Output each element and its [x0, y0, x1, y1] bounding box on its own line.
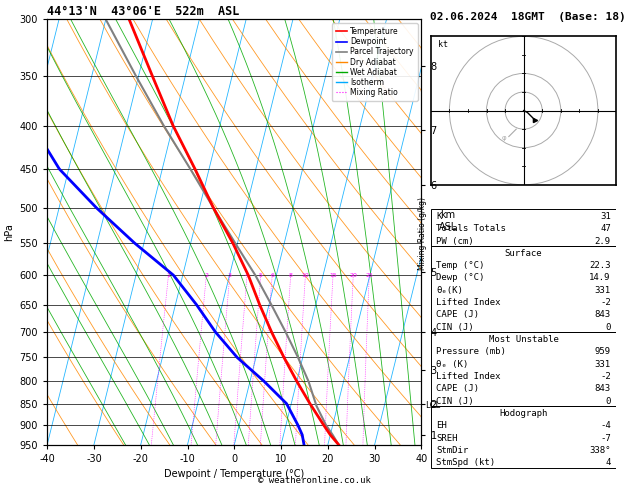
Text: Totals Totals: Totals Totals: [437, 224, 506, 233]
Text: 47: 47: [600, 224, 611, 233]
Text: 02.06.2024  18GMT  (Base: 18): 02.06.2024 18GMT (Base: 18): [430, 12, 625, 22]
Text: kt: kt: [438, 40, 448, 50]
Text: 3: 3: [228, 273, 232, 278]
Text: 4: 4: [606, 458, 611, 467]
Text: Lifted Index: Lifted Index: [437, 372, 501, 381]
Text: 6: 6: [270, 273, 274, 278]
Text: 44°13'N  43°06'E  522m  ASL: 44°13'N 43°06'E 522m ASL: [47, 5, 240, 18]
Text: Most Unstable: Most Unstable: [489, 335, 559, 344]
Text: θₑ(K): θₑ(K): [437, 286, 464, 295]
Text: φ: φ: [501, 135, 506, 141]
Text: LCL: LCL: [426, 401, 441, 410]
Text: CAPE (J): CAPE (J): [437, 384, 479, 393]
Text: PW (cm): PW (cm): [437, 237, 474, 245]
Text: Lifted Index: Lifted Index: [437, 298, 501, 307]
Text: -7: -7: [600, 434, 611, 443]
Legend: Temperature, Dewpoint, Parcel Trajectory, Dry Adiabat, Wet Adiabat, Isotherm, Mi: Temperature, Dewpoint, Parcel Trajectory…: [332, 23, 418, 101]
Bar: [431, 406, 616, 468]
Text: Mixing Ratio (g/kg): Mixing Ratio (g/kg): [418, 197, 427, 270]
Text: 331: 331: [595, 360, 611, 369]
Text: StmDir: StmDir: [437, 446, 469, 455]
Text: 5: 5: [259, 273, 263, 278]
Text: CIN (J): CIN (J): [437, 323, 474, 332]
Y-axis label: hPa: hPa: [4, 223, 14, 241]
Text: 0: 0: [606, 323, 611, 332]
Bar: [431, 332, 616, 406]
Text: Dewp (°C): Dewp (°C): [437, 274, 485, 282]
Y-axis label: km
ASL: km ASL: [438, 210, 457, 232]
Text: 22.3: 22.3: [589, 261, 611, 270]
Text: -2: -2: [600, 298, 611, 307]
Text: Surface: Surface: [505, 249, 542, 258]
Bar: [431, 246, 616, 332]
Text: StmSpd (kt): StmSpd (kt): [437, 458, 496, 467]
Text: 843: 843: [595, 384, 611, 393]
Text: 31: 31: [600, 212, 611, 221]
Text: 338°: 338°: [589, 446, 611, 455]
Text: EH: EH: [437, 421, 447, 430]
Text: θₑ (K): θₑ (K): [437, 360, 469, 369]
Text: SREH: SREH: [437, 434, 458, 443]
Text: © weatheronline.co.uk: © weatheronline.co.uk: [258, 476, 371, 485]
Text: Hodograph: Hodograph: [499, 409, 548, 418]
Text: 2.9: 2.9: [595, 237, 611, 245]
Text: CAPE (J): CAPE (J): [437, 311, 479, 319]
Text: 1: 1: [167, 273, 170, 278]
Text: 20: 20: [349, 273, 357, 278]
Text: K: K: [437, 212, 442, 221]
Text: Pressure (mb): Pressure (mb): [437, 347, 506, 356]
Text: Temp (°C): Temp (°C): [437, 261, 485, 270]
Text: 959: 959: [595, 347, 611, 356]
Text: 331: 331: [595, 286, 611, 295]
Bar: [431, 209, 616, 246]
Text: -4: -4: [600, 421, 611, 430]
Text: 843: 843: [595, 311, 611, 319]
Text: 0: 0: [606, 397, 611, 406]
Text: 8: 8: [289, 273, 292, 278]
Text: CIN (J): CIN (J): [437, 397, 474, 406]
Text: 25: 25: [365, 273, 373, 278]
Text: 2: 2: [204, 273, 208, 278]
Text: 15: 15: [329, 273, 337, 278]
Text: 4: 4: [245, 273, 249, 278]
Text: -2: -2: [600, 372, 611, 381]
Text: 10: 10: [301, 273, 309, 278]
Text: 14.9: 14.9: [589, 274, 611, 282]
X-axis label: Dewpoint / Temperature (°C): Dewpoint / Temperature (°C): [164, 469, 304, 479]
